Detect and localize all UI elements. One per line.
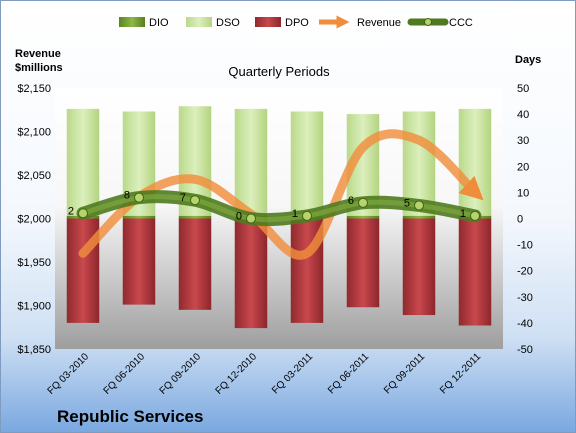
ccc-point bbox=[302, 210, 312, 221]
dpo-bar bbox=[122, 218, 156, 305]
ccc-point bbox=[414, 200, 424, 211]
dpo-bar bbox=[234, 218, 268, 329]
dpo-bar bbox=[402, 218, 436, 316]
bars bbox=[66, 106, 492, 329]
company-name: Republic Services bbox=[57, 407, 203, 426]
dio-legend-swatch bbox=[119, 17, 145, 27]
left-tick-label: $2,000 bbox=[17, 214, 51, 226]
ccc-point bbox=[78, 208, 88, 219]
x-tick-label: FQ 06-2010 bbox=[102, 351, 148, 397]
left-tick-label: $2,150 bbox=[17, 83, 51, 95]
dso-bar bbox=[234, 108, 268, 216]
dpo-bar bbox=[346, 218, 380, 308]
dso-bar bbox=[290, 111, 324, 216]
ccc-data-label: 0 bbox=[236, 211, 242, 223]
ccc-legend-label: CCC bbox=[449, 17, 473, 29]
right-tick-label: -20 bbox=[517, 266, 533, 278]
dpo-legend-swatch bbox=[255, 17, 281, 27]
left-tick-label: $1,950 bbox=[17, 257, 51, 269]
right-axis: 50 40 30 20 10 0 -10 -20 -30 -40 -50 bbox=[517, 83, 533, 356]
dio-bar bbox=[122, 215, 156, 219]
right-tick-label: 30 bbox=[517, 135, 529, 147]
ccc-data-label: 7 bbox=[180, 192, 186, 204]
dio-bar bbox=[346, 215, 380, 219]
x-tick-label: FQ 09-2011 bbox=[382, 351, 427, 396]
ccc-point bbox=[134, 192, 144, 203]
ccc-data-label: 6 bbox=[348, 195, 354, 207]
ccc-data-label: 8 bbox=[124, 190, 130, 202]
dpo-legend-label: DPO bbox=[285, 17, 309, 29]
x-tick-label: FQ 09-2010 bbox=[158, 351, 204, 397]
right-tick-label: -30 bbox=[517, 292, 533, 304]
x-tick-label: FQ 03-2011 bbox=[270, 351, 315, 396]
dso-legend-swatch bbox=[186, 17, 212, 27]
left-tick-label: $1,900 bbox=[17, 301, 51, 313]
ccc-data-label: 2 bbox=[68, 205, 74, 217]
ccc-data-label: 1 bbox=[460, 208, 466, 220]
ccc-data-label: 1 bbox=[292, 208, 298, 220]
dpo-bar bbox=[178, 218, 212, 310]
x-tick-label: FQ 06-2011 bbox=[326, 351, 371, 396]
ccc-point bbox=[470, 210, 480, 221]
dso-bar bbox=[66, 108, 100, 216]
right-tick-label: -10 bbox=[517, 240, 533, 252]
revenue-legend-label: Revenue bbox=[357, 17, 401, 29]
right-tick-label: 40 bbox=[517, 109, 529, 121]
left-axis-title-units: $millions bbox=[15, 62, 63, 74]
ccc-point bbox=[246, 213, 256, 224]
right-tick-label: 10 bbox=[517, 187, 529, 199]
left-axis: $2,150 $2,100 $2,050 $2,000 $1,950 $1,900 $1,8… bbox=[17, 83, 51, 356]
right-tick-label: -40 bbox=[517, 318, 533, 330]
legend: DIO DSO DPO Revenue CCC bbox=[119, 15, 473, 29]
ccc-legend-marker bbox=[424, 18, 432, 26]
ccc-series: 2 8 7 0 1 6 5 1 bbox=[68, 190, 482, 227]
dio-bar bbox=[178, 215, 212, 219]
dio-bar bbox=[402, 215, 436, 219]
ccc-point bbox=[358, 197, 368, 208]
left-tick-label: $2,100 bbox=[17, 127, 51, 139]
dso-legend-label: DSO bbox=[216, 17, 240, 29]
right-tick-label: 0 bbox=[517, 214, 523, 226]
right-tick-label: -50 bbox=[517, 344, 533, 356]
x-tick-label: FQ 12-2011 bbox=[438, 351, 483, 396]
ccc-data-label: 5 bbox=[404, 197, 410, 209]
left-tick-label: $1,850 bbox=[17, 344, 51, 356]
dso-bar bbox=[458, 108, 492, 216]
right-tick-label: 50 bbox=[517, 83, 529, 95]
right-tick-label: 20 bbox=[517, 161, 529, 173]
x-tick-label: FQ 03-2010 bbox=[46, 351, 92, 397]
chart-subtitle: Quarterly Periods bbox=[228, 64, 330, 79]
dpo-bar bbox=[458, 218, 492, 326]
right-axis-title: Days bbox=[515, 54, 541, 66]
ccc-point bbox=[190, 195, 200, 206]
left-axis-title: Revenue bbox=[15, 48, 61, 60]
dio-legend-label: DIO bbox=[149, 17, 169, 29]
x-tick-label: FQ 12-2010 bbox=[214, 351, 260, 397]
x-axis: FQ 03-2010 FQ 06-2010 FQ 09-2010 FQ 12-2010… bbox=[46, 351, 484, 397]
left-tick-label: $2,050 bbox=[17, 170, 51, 182]
